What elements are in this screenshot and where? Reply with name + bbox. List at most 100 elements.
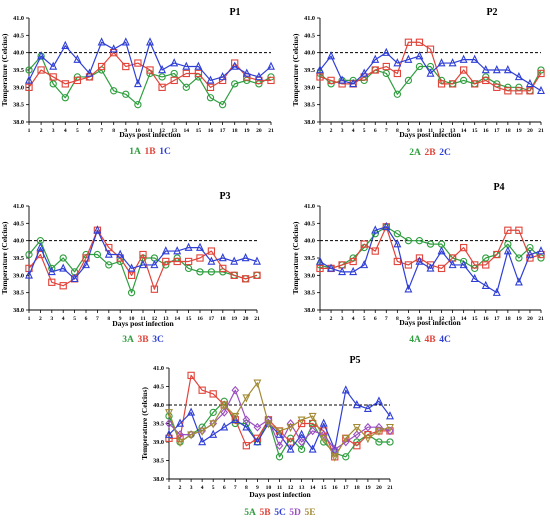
data-point-1c-day-15 [194,61,203,70]
data-point-1b-day-7 [97,62,106,71]
data-point-2c-day-2 [327,51,336,60]
data-point-4c-day-2 [327,263,336,272]
data-point-5c-day-3 [187,407,196,416]
x-tick-label: 2 [330,128,333,134]
x-axis-label: Days post infection [399,318,461,327]
data-point-2c-day-6 [371,54,380,63]
data-point-3b-day-19 [230,271,238,279]
x-tick-label: 19 [516,128,522,134]
data-point-5d-day-7 [231,385,240,395]
data-point-5d-day-14 [308,426,317,436]
data-point-4b-day-14 [459,243,468,252]
data-point-3a-day-8 [105,261,113,269]
x-tick-label: 21 [268,128,274,134]
data-point-2c-day-3 [338,75,347,84]
data-point-4c-day-20 [525,249,534,258]
data-point-3b-day-20 [241,275,250,283]
x-tick-label: 10 [417,316,423,322]
x-tick-label: 17 [209,316,215,322]
x-tick-label: 13 [163,316,169,322]
data-point-2b-day-1 [316,73,324,81]
x-tick-label: 16 [197,316,203,322]
x-tick-label: 19 [244,128,250,134]
y-tick-label: 39.5 [304,67,315,74]
data-point-3b-day-18 [219,264,227,273]
x-tick-label: 15 [472,316,478,322]
data-point-3c-day-20 [241,253,250,262]
x-tick-label: 4 [62,316,65,322]
data-point-2a-day-14 [459,76,468,85]
y-tick-label: 38.5 [13,102,24,109]
data-point-4c-day-16 [481,280,490,289]
y-tick-label: 40.5 [153,384,164,391]
x-tick-label: 9 [124,128,127,134]
data-point-2b-day-15 [471,80,479,88]
data-point-1c-day-12 [158,65,167,74]
y-tick-label: 41.0 [13,203,24,210]
x-tick-label: 9 [256,485,259,491]
x-tick-label: 13 [299,485,305,491]
data-point-2b-day-11 [426,45,435,53]
x-tick-label: 10 [417,128,423,134]
series-1c [25,37,275,88]
x-tick-label: 6 [223,485,226,491]
data-point-1c-day-19 [242,68,251,77]
data-point-1c-day-2 [37,51,46,60]
data-point-1b-day-14 [182,69,190,78]
data-point-4c-day-6 [371,225,380,234]
data-point-4c-day-18 [503,246,512,255]
y-tick-label: 39.0 [304,272,315,279]
data-point-1b-day-15 [194,69,203,78]
series-line-2c [319,52,542,92]
data-point-5d-day-21 [386,426,394,436]
legend-entry-2b: 2B [424,148,436,158]
y-tick-label: 41.0 [304,203,315,210]
data-point-1a-day-3 [49,80,57,88]
series-2c [316,47,545,95]
data-point-3a-day-17 [207,268,216,276]
data-point-1b-day-5 [73,76,82,85]
y-tick-label: 38.5 [304,290,315,297]
data-point-5c-day-20 [374,396,383,405]
data-point-4b-day-4 [349,257,357,266]
data-point-5e-day-2 [176,438,185,447]
y-tick-label: 40.0 [13,238,24,245]
data-point-4c-day-8 [393,239,402,248]
x-tick-label: 2 [330,316,333,322]
data-point-2a-day-7 [382,69,390,78]
x-tick-label: 13 [450,128,456,134]
data-point-5b-day-8 [242,442,250,450]
x-tick-label: 20 [527,316,533,322]
x-tick-label: 6 [374,128,377,134]
data-point-5a-day-21 [386,438,394,446]
y-tick-label: 39.0 [13,272,24,279]
data-point-3a-day-10 [127,289,136,297]
x-tick-label: 3 [341,128,344,134]
y-tick-label: 41.0 [304,15,315,22]
x-tick-label: 11 [147,128,152,134]
x-tick-label: 9 [407,316,410,322]
x-tick-label: 8 [396,316,399,322]
x-tick-label: 10 [266,485,272,491]
data-point-3b-day-4 [59,282,67,290]
data-point-2b-day-2 [327,76,335,85]
data-point-4b-day-1 [316,264,324,273]
data-point-1c-day-3 [49,61,58,70]
y-tick-label: 38.0 [304,307,315,314]
x-tick-label: 16 [483,128,489,134]
data-point-5b-day-5 [209,390,217,398]
data-point-5d-day-6 [220,408,229,417]
x-axis-label: Days post infection [119,130,181,139]
data-point-1c-day-6 [85,68,94,77]
data-point-1b-day-21 [267,76,275,85]
data-point-2b-day-17 [493,83,501,91]
data-point-4b-day-17 [493,250,501,259]
data-point-5c-day-6 [220,422,229,431]
panel-title: P3 [219,191,230,202]
data-point-1b-day-1 [25,83,33,91]
x-tick-label: 3 [50,316,53,322]
data-point-5e-day-18 [352,423,361,433]
legend: 2A 2B 2C [409,148,451,158]
x-tick-label: 4 [64,128,67,134]
x-tick-label: 15 [186,316,192,322]
